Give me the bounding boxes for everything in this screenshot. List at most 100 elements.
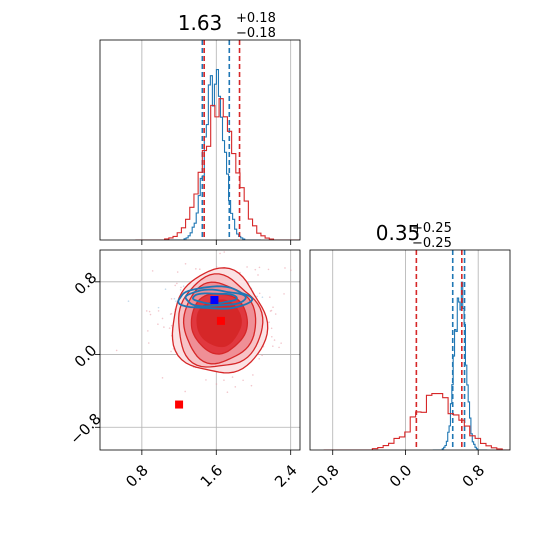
- scatter-point: [246, 266, 248, 268]
- scatter-point: [127, 300, 130, 302]
- scatter-point: [223, 379, 225, 381]
- scatter-point: [148, 310, 151, 313]
- hist-y-series-0: [432, 281, 488, 450]
- scatter-point: [175, 300, 177, 302]
- hist-x-title-value: 1.63: [178, 11, 223, 35]
- scatter-point: [242, 379, 244, 382]
- scatter-point: [252, 374, 254, 376]
- scatter-point: [170, 324, 173, 327]
- scatter-point: [274, 313, 277, 315]
- scatter-point: [157, 306, 160, 309]
- scatter-marker: [216, 316, 225, 325]
- hist-x-ticks: [141, 240, 292, 245]
- hist-x-series-0: [167, 68, 261, 240]
- panel-hist-y: 0.35 +0.25 −0.25 −0.8 0.0 0.8: [304, 221, 511, 500]
- scatter-point: [239, 271, 241, 274]
- scatter-point: [195, 268, 197, 270]
- scatter-point: [268, 296, 271, 298]
- scatter-point: [231, 376, 234, 378]
- scatter-contour-blue: [184, 288, 247, 308]
- hist-y-tick-label: 0.8: [459, 461, 489, 491]
- scatter-content: [115, 247, 317, 454]
- scatter-point: [258, 357, 261, 360]
- scatter-point: [182, 285, 185, 287]
- scatter-point: [149, 313, 152, 316]
- scatter-point: [315, 288, 317, 290]
- scatter-x-tick-label: 1.6: [197, 461, 227, 491]
- scatter-marker: [210, 296, 219, 304]
- scatter-point: [174, 284, 177, 287]
- scatter-point: [261, 354, 263, 357]
- hist-y-grid: [332, 250, 479, 450]
- scatter-point: [151, 270, 154, 272]
- scatter-point: [257, 274, 259, 276]
- scatter-point: [176, 282, 178, 285]
- scatter-point: [258, 292, 261, 295]
- scatter-point: [170, 350, 172, 353]
- scatter-point: [278, 346, 280, 349]
- scatter-y-tick-label: −0.8: [66, 410, 104, 448]
- scatter-point: [270, 327, 273, 330]
- scatter-point: [163, 326, 165, 328]
- scatter-point: [254, 268, 257, 271]
- scatter-point: [219, 252, 221, 255]
- scatter-point: [147, 342, 150, 344]
- hist-y-title-plus: +0.25: [412, 221, 452, 236]
- scatter-point: [216, 452, 218, 454]
- hist-y-tick-label: 0.0: [386, 461, 416, 491]
- hist-x-content: [135, 40, 300, 240]
- scatter-point: [145, 310, 148, 312]
- scatter-marker: [175, 400, 184, 409]
- scatter-point: [205, 379, 207, 381]
- scatter-point: [157, 323, 159, 325]
- hist-x-title-minus: −0.18: [236, 26, 276, 41]
- scatter-point: [173, 297, 176, 300]
- scatter-point: [161, 377, 164, 379]
- hist-x-series-1: [135, 98, 300, 240]
- scatter-point: [283, 293, 285, 295]
- scatter-point: [250, 384, 253, 387]
- scatter-point: [176, 271, 179, 273]
- scatter-point: [270, 335, 273, 338]
- scatter-point: [161, 317, 164, 320]
- hist-y-tick-label: −0.8: [304, 461, 342, 499]
- scatter-point: [258, 247, 260, 249]
- scatter-point: [170, 298, 173, 300]
- scatter-point: [234, 386, 237, 388]
- scatter-point: [256, 295, 258, 298]
- panel-hist-x: 1.63 +0.18 −0.18: [99, 11, 301, 245]
- hist-y-frame: [309, 249, 511, 451]
- scatter-point: [258, 266, 261, 269]
- hist-x-frame: [99, 39, 301, 241]
- scatter-x-tick-label: 0.8: [122, 461, 152, 491]
- scatter-point: [169, 313, 172, 315]
- scatter-point: [272, 306, 274, 308]
- hist-y-ticks: −0.8 0.0 0.8: [304, 450, 488, 500]
- scatter-point: [184, 390, 186, 393]
- scatter-frame: [99, 249, 301, 451]
- scatter-point: [273, 339, 276, 341]
- scatter-point: [198, 268, 201, 271]
- scatter-point: [267, 268, 270, 271]
- scatter-x-tick-label: 2.4: [271, 461, 301, 491]
- hist-x-title-plus: +0.18: [236, 11, 276, 26]
- scatter-point: [223, 251, 226, 253]
- scatter-point: [284, 267, 286, 269]
- hist-y-title-value: 0.35: [376, 221, 421, 245]
- scatter-point: [147, 330, 149, 332]
- scatter-point: [270, 309, 273, 312]
- scatter-point: [280, 342, 282, 344]
- hist-y-title-minus: −0.25: [412, 236, 452, 251]
- scatter-point: [115, 349, 118, 352]
- scatter-point: [184, 263, 187, 265]
- scatter-point: [180, 286, 182, 289]
- scatter-point: [215, 383, 218, 385]
- hist-x-title: 1.63: [178, 11, 223, 35]
- scatter-contour-blue: [177, 285, 254, 310]
- scatter-point: [290, 269, 292, 271]
- hist-y-series-1: [323, 393, 510, 450]
- hist-y-content: [323, 250, 510, 450]
- scatter-point: [168, 327, 171, 329]
- scatter-point: [172, 348, 175, 350]
